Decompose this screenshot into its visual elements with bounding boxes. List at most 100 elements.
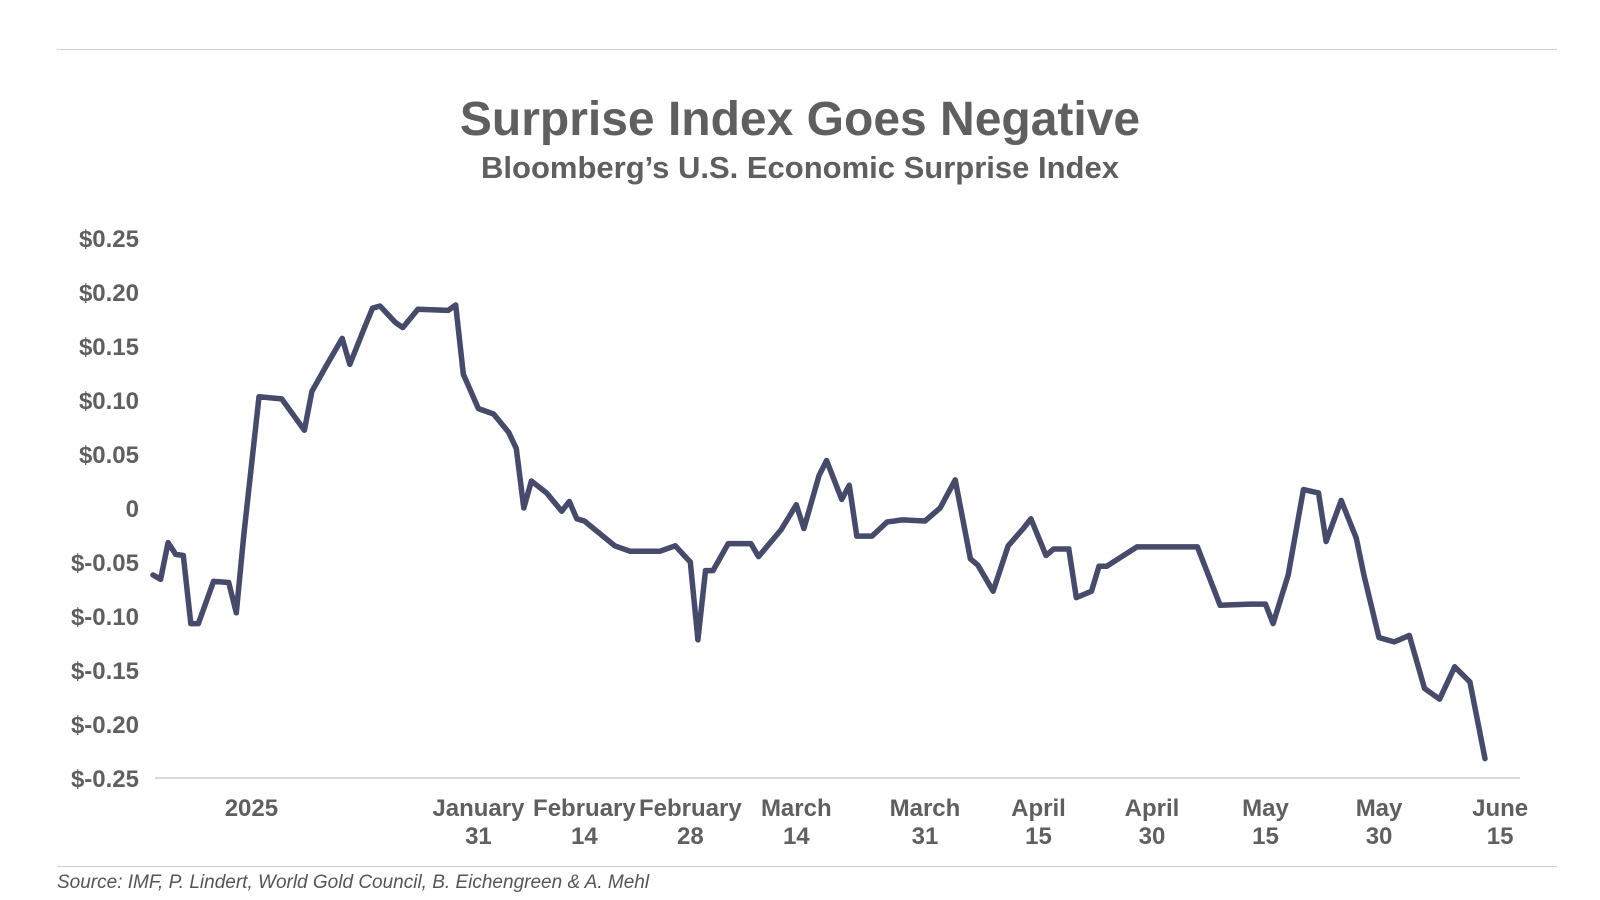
x-tick-label: April 15: [1011, 795, 1066, 850]
y-tick-label: $-0.20: [71, 712, 139, 739]
data-point: [521, 505, 527, 511]
data-point: [1316, 490, 1321, 496]
data-point: [846, 482, 852, 488]
data-point: [990, 588, 996, 594]
data-point: [612, 543, 618, 549]
data-point: [226, 580, 232, 585]
x-tick-label: April 30: [1125, 795, 1180, 850]
data-point: [513, 446, 519, 452]
data-point: [1422, 685, 1427, 691]
data-point: [1043, 553, 1049, 558]
data-point: [1338, 497, 1344, 503]
top-rule: [57, 49, 1557, 50]
data-point: [415, 306, 421, 312]
y-tick-label: $0.15: [79, 334, 139, 361]
data-point: [1391, 639, 1397, 645]
data-point: [657, 548, 663, 554]
data-point: [150, 572, 156, 578]
data-point: [566, 499, 572, 504]
data-point: [347, 361, 353, 367]
data-point: [1073, 595, 1079, 601]
data-point: [475, 406, 481, 412]
data-point: [967, 556, 973, 562]
x-tick-label: February 28: [639, 795, 742, 850]
data-point: [559, 508, 565, 514]
data-point: [1194, 544, 1200, 550]
y-axis-ticks: $0.25 $0.20 $0.15 $0.10 $0.05 0 $-0.05 $-0.10 $-…: [71, 226, 139, 793]
data-point: [793, 502, 799, 508]
data-point: [491, 411, 497, 417]
data-point: [165, 540, 171, 546]
data-point: [695, 637, 701, 643]
data-point: [279, 396, 285, 402]
data-point: [377, 303, 383, 309]
surprise-index-line: [150, 302, 1488, 762]
data-point: [324, 361, 330, 367]
x-tick-label: May 15: [1242, 795, 1289, 850]
data-point: [453, 302, 459, 308]
x-tick-label: June 15: [1472, 795, 1528, 850]
bottom-rule: [57, 866, 1557, 867]
y-tick-label: 0: [126, 496, 139, 523]
data-point: [188, 621, 194, 627]
data-point: [1376, 635, 1382, 641]
data-point: [952, 477, 958, 483]
chart-title: Surprise Index Goes Negative: [459, 93, 1141, 146]
data-point: [816, 473, 822, 479]
data-point: [922, 518, 928, 524]
data-point: [1051, 546, 1057, 552]
data-point: [1028, 516, 1034, 522]
data-point: [581, 518, 587, 524]
data-point: [1406, 632, 1412, 638]
data-point: [801, 526, 807, 531]
x-tick-label: January 31: [432, 795, 525, 850]
data-point: [1270, 621, 1276, 627]
x-tick-label: March 14: [761, 795, 832, 850]
y-tick-label: $0.10: [79, 388, 139, 415]
data-point: [725, 541, 731, 547]
data-point: [1452, 664, 1458, 670]
data-point: [1134, 544, 1140, 550]
y-tick-label: $0.05: [79, 442, 139, 469]
data-point: [445, 307, 451, 313]
data-point: [309, 388, 315, 394]
data-point: [899, 517, 905, 523]
data-point: [884, 519, 890, 525]
y-tick-label: $0.25: [79, 226, 139, 253]
data-point: [180, 553, 186, 558]
data-point: [506, 429, 512, 435]
x-tick-label: 2025: [225, 795, 278, 822]
data-point: [1172, 544, 1178, 550]
data-point: [687, 559, 693, 565]
data-point: [937, 505, 943, 511]
data-point: [1300, 487, 1306, 493]
data-point: [1323, 539, 1329, 544]
data-point: [1353, 535, 1359, 541]
data-point: [824, 458, 830, 463]
y-tick-label: $-0.25: [71, 766, 139, 793]
data-point: [301, 427, 307, 433]
data-point: [211, 578, 216, 584]
data-point: [339, 335, 345, 341]
data-point: [1020, 526, 1026, 531]
data-point: [778, 527, 784, 533]
data-point: [1263, 601, 1268, 607]
data-point: [748, 541, 754, 547]
data-points: [150, 302, 1488, 762]
data-point: [1066, 546, 1072, 552]
data-point: [241, 532, 247, 538]
data-point: [256, 394, 262, 400]
data-point: [756, 554, 761, 560]
data-point: [1361, 572, 1367, 578]
data-point: [672, 543, 678, 549]
data-point: [370, 305, 375, 311]
y-tick-label: $0.20: [79, 280, 139, 307]
data-point: [1089, 588, 1094, 594]
data-point: [392, 319, 398, 325]
data-point: [703, 568, 708, 574]
data-point: [400, 325, 406, 331]
data-point: [1437, 696, 1443, 702]
data-point: [854, 533, 860, 539]
